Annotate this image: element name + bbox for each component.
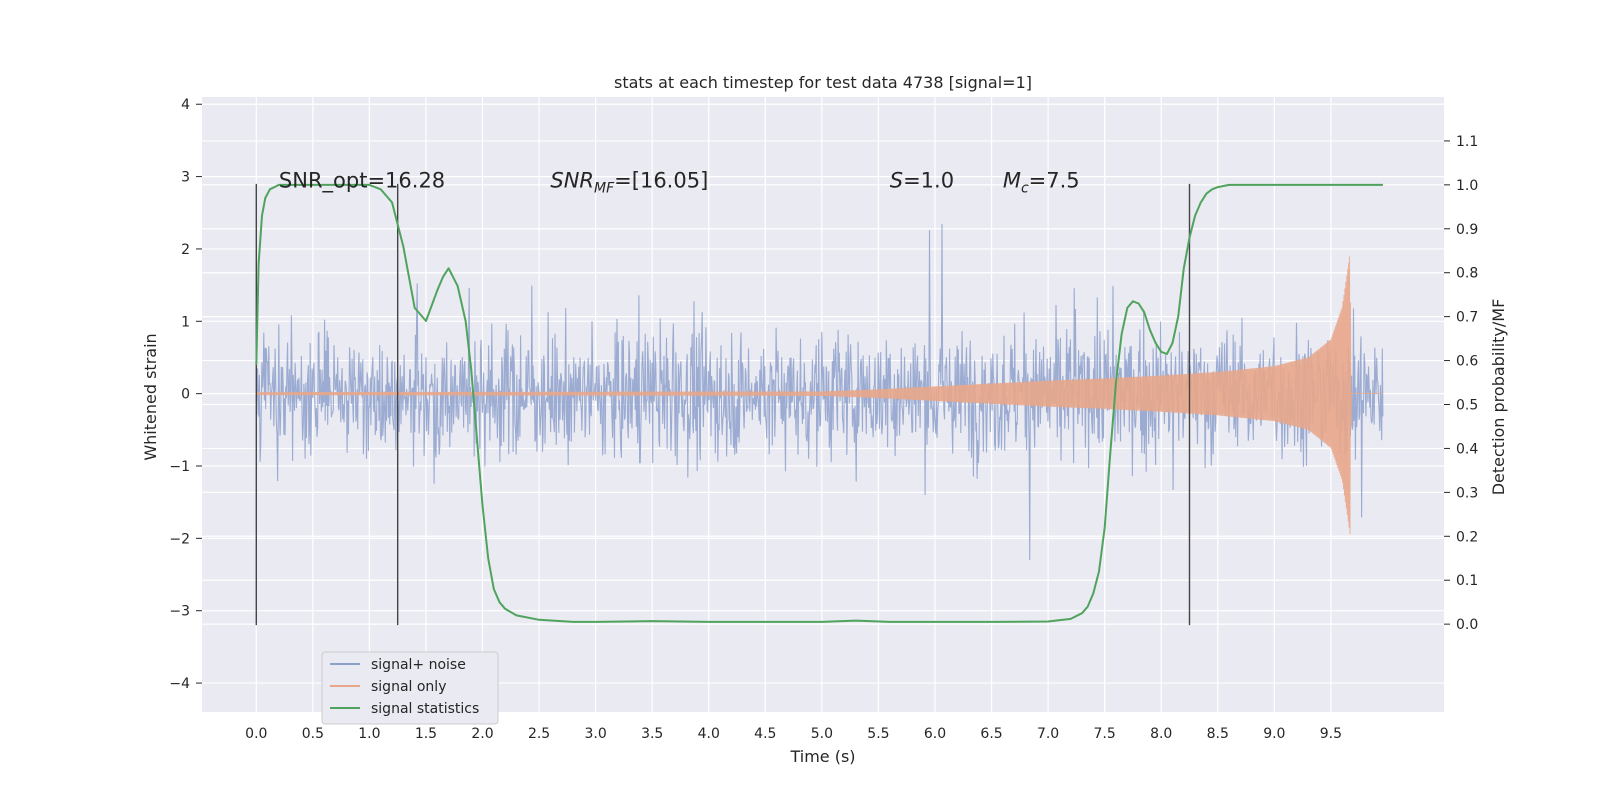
signal-statistics-line <box>255 183 1383 623</box>
x-tick-label: 2.5 <box>528 726 550 742</box>
legend-label-signal-only: signal only <box>371 679 446 695</box>
y-tick-label: 3 <box>181 170 190 186</box>
x-tick-label: 3.0 <box>585 726 607 742</box>
y-tick-label: 0 <box>181 387 190 403</box>
x-tick-label: 4.0 <box>698 726 720 742</box>
legend-label-signal-noise: signal+ noise <box>371 657 466 673</box>
x-tick-label: 5.0 <box>811 726 833 742</box>
y-right-tick-label: 0.5 <box>1456 398 1478 414</box>
x-tick-label: 7.5 <box>1094 726 1116 742</box>
y-right-tick-label: 0.1 <box>1456 573 1478 589</box>
annotation-text: S=1.0 <box>890 168 954 192</box>
grid <box>202 97 1444 712</box>
annotations: SNR_opt=16.28 SNRMF=[16.05] S=1.0 Mc=7.5 <box>279 168 1080 196</box>
y-right-tick-label: 0.8 <box>1456 266 1478 282</box>
x-tick-label: 6.5 <box>980 726 1002 742</box>
y-axis-right-label: Detection probability/MF <box>1489 299 1508 496</box>
x-tick-label: 9.5 <box>1320 726 1342 742</box>
y-right-tick-label: 1.0 <box>1456 178 1478 194</box>
y-right-tick-label: 0.7 <box>1456 310 1478 326</box>
signal-only-line <box>255 256 1383 535</box>
legend-label-signal-statistics: signal statistics <box>371 701 479 717</box>
y-right-tick-label: 0.3 <box>1456 485 1478 501</box>
x-axis-label: Time (s) <box>789 747 855 766</box>
y-tick-label: 1 <box>181 314 190 330</box>
y-tick-label: −2 <box>169 531 190 547</box>
y-right-tick-label: 0.2 <box>1456 529 1478 545</box>
annotation-text: SNR_opt=16.28 <box>279 168 445 193</box>
y-right-tick-label: 0.9 <box>1456 222 1478 238</box>
axis-ticks: 0.0 0.5 1.0 1.5 2.0 2.5 3.0 3.5 4.0 4.5 5.0 5.5 6.0 6… <box>169 97 1478 742</box>
chart-title: stats at each timestep for test data 473… <box>614 73 1032 92</box>
y-right-tick-label: 0.0 <box>1456 617 1478 633</box>
x-tick-label: 1.5 <box>415 726 437 742</box>
y-tick-label: 4 <box>181 97 190 113</box>
x-tick-label: 8.0 <box>1150 726 1172 742</box>
annotation-text: SNRMF=[16.05] <box>550 168 708 196</box>
x-tick-label: 3.5 <box>641 726 663 742</box>
y-tick-label: −1 <box>169 459 190 475</box>
x-tick-label: 5.5 <box>867 726 889 742</box>
series-signal-statistics <box>255 183 1383 623</box>
y-right-tick-label: 0.4 <box>1456 441 1478 457</box>
x-tick-label: 1.0 <box>358 726 380 742</box>
legend: signal+ noise signal only signal statist… <box>321 651 499 725</box>
x-tick-label: 8.5 <box>1207 726 1229 742</box>
y-tick-label: −4 <box>169 676 190 692</box>
x-tick-label: 6.0 <box>924 726 946 742</box>
y-tick-label: 2 <box>181 242 190 258</box>
y-tick-label: −3 <box>169 604 190 620</box>
x-tick-label: 0.5 <box>302 726 324 742</box>
x-tick-label: 4.5 <box>754 726 776 742</box>
marker-lines <box>255 183 1191 626</box>
x-tick-label: 0.0 <box>245 726 267 742</box>
y-right-tick-label: 0.6 <box>1456 354 1478 370</box>
series-signal-only <box>255 256 1383 535</box>
x-tick-label: 9.0 <box>1263 726 1285 742</box>
x-tick-label: 2.0 <box>471 726 493 742</box>
annotation-text: Mc=7.5 <box>1003 168 1080 196</box>
y-right-tick-label: 1.1 <box>1456 134 1478 150</box>
x-tick-label: 7.0 <box>1037 726 1059 742</box>
legend-box <box>321 651 499 725</box>
y-axis-label: Whitened strain <box>141 333 160 460</box>
